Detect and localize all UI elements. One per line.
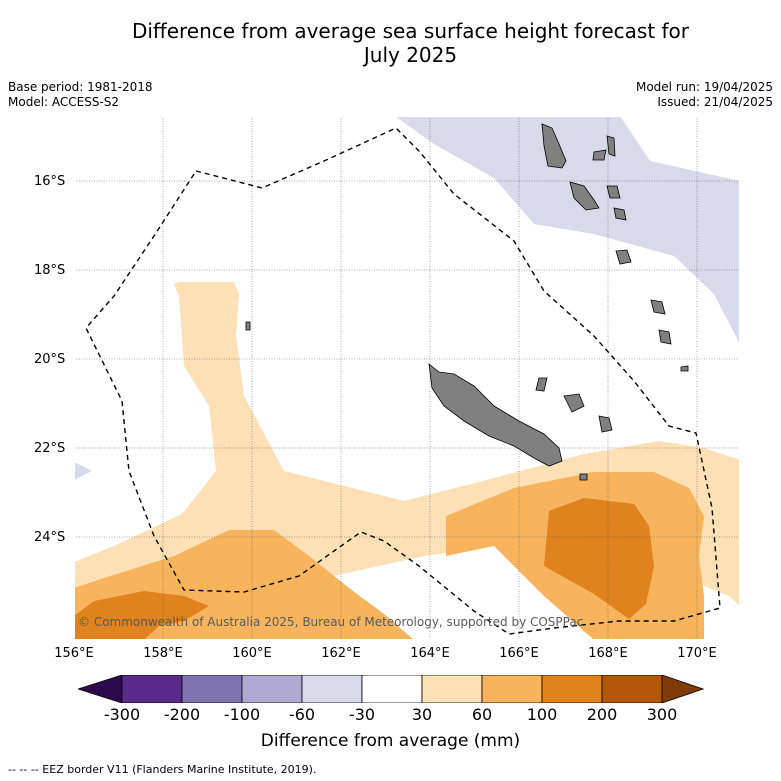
colorbar xyxy=(78,675,704,703)
title-line-2: July 2025 xyxy=(363,43,458,67)
anomaly-neg-30-60-w xyxy=(74,462,92,480)
vanuatu-island-4 xyxy=(606,185,627,221)
anomaly-100-200-e xyxy=(544,498,654,619)
meta-left: Base period: 1981-2018 Model: ACCESS-S2 xyxy=(8,80,153,110)
lon-label-170e: 170°E xyxy=(677,646,717,661)
model-name: Model: ACCESS-S2 xyxy=(8,95,120,109)
colorbar-tick-label: 100 xyxy=(526,705,558,724)
colorbar-bin-5 xyxy=(361,675,423,703)
eez-legend-note: -- -- -- EEZ border V11 (Flanders Marine… xyxy=(8,763,317,776)
lon-label-168e: 168°E xyxy=(588,646,628,661)
colorbar-tick-label: -30 xyxy=(348,705,376,724)
map-title: Difference from average sea surface heig… xyxy=(0,19,781,67)
colorbar-tick-label: 200 xyxy=(586,705,618,724)
lat-label-24s: 24°S xyxy=(34,530,66,545)
lon-label-160e: 160°E xyxy=(232,646,272,661)
colorbar-tick-label: -300 xyxy=(103,705,141,724)
lon-label-164e: 164°E xyxy=(410,646,450,661)
colorbar-bin-1 xyxy=(121,675,183,703)
lon-label-166e: 166°E xyxy=(499,646,539,661)
map-area[interactable]: © Commonwealth of Australia 2025, Bureau… xyxy=(74,116,740,640)
vanuatu-island-6 xyxy=(650,299,672,345)
meta-right: Model run: 19/04/2025 Issued: 21/04/2025 xyxy=(636,80,773,110)
lat-label-18s: 18°S xyxy=(34,263,66,278)
vanuatu-island-5 xyxy=(615,249,632,265)
lat-label-16s: 16°S xyxy=(34,174,66,189)
eez-border-main xyxy=(85,127,721,635)
issued-date: Issued: 21/04/2025 xyxy=(657,95,773,109)
eez-borders xyxy=(85,127,721,635)
copyright-notice: © Commonwealth of Australia 2025, Bureau… xyxy=(78,615,583,629)
colorbar-tick-label: -200 xyxy=(163,705,201,724)
base-period: Base period: 1981-2018 xyxy=(8,80,153,94)
colorbar-bin-6 xyxy=(421,675,483,703)
colorbar-bin-2 xyxy=(181,675,243,703)
colorbar-extend-low xyxy=(78,675,123,703)
lon-label-158e: 158°E xyxy=(143,646,183,661)
anomaly-neg-30-60-ne xyxy=(395,116,740,344)
model-run: Model run: 19/04/2025 xyxy=(635,80,773,94)
anomaly-100-200-sw xyxy=(74,591,209,640)
colorbar-bin-3 xyxy=(241,675,303,703)
vanuatu-island-1 xyxy=(541,123,567,169)
graticule xyxy=(74,116,740,640)
lat-label-22s: 22°S xyxy=(34,441,66,456)
colorbar-extend-high xyxy=(661,675,704,703)
colorbar-title: Difference from average (mm) xyxy=(260,731,521,751)
vanuatu-island-3 xyxy=(592,135,616,161)
colorbar-bin-4 xyxy=(301,675,363,703)
colorbar-tick-label: 60 xyxy=(471,705,493,724)
colorbar-bin-8 xyxy=(541,675,603,703)
lat-label-20s: 20°S xyxy=(34,352,66,367)
title-line-1: Difference from average sea surface heig… xyxy=(131,19,690,43)
new-caledonia-island xyxy=(428,363,563,467)
lon-label-156e: 156°E xyxy=(54,646,94,661)
colorbar-tick-label: 300 xyxy=(646,705,678,724)
colorbar-tick-label: 30 xyxy=(411,705,433,724)
colorbar-tick-label: -100 xyxy=(223,705,261,724)
map-frame xyxy=(74,116,740,640)
colorbar-bin-7 xyxy=(481,675,543,703)
small-island xyxy=(579,473,588,481)
lon-label-162e: 162°E xyxy=(321,646,361,661)
colorbar-bin-9 xyxy=(601,675,663,703)
loyalty-islands xyxy=(535,377,613,433)
colorbar-tick-label: -60 xyxy=(288,705,316,724)
vanuatu-island-2 xyxy=(569,181,600,211)
landmasses xyxy=(245,123,689,481)
small-island-2 xyxy=(245,321,689,372)
